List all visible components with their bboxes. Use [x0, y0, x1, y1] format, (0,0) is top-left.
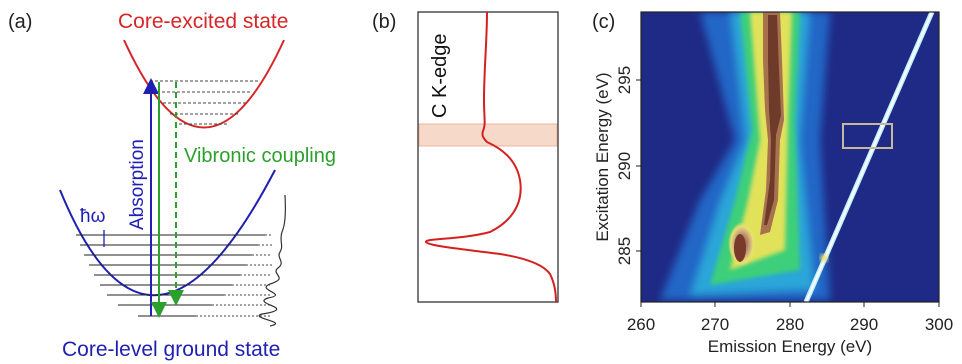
panel-c-label: (c): [592, 11, 615, 33]
vibronic-spectrum: [258, 194, 286, 327]
ground-levels: [76, 234, 265, 317]
excited-state-curve: [123, 39, 285, 129]
panel-c: (c): [592, 11, 953, 356]
ground-level-dots: [196, 234, 272, 317]
excited-state-label: Core-excited state: [118, 10, 288, 33]
excited-levels: [150, 80, 259, 125]
x-tick-290: 290: [850, 315, 878, 334]
xas-spectrum: [424, 11, 557, 303]
panel-b-band: [418, 123, 558, 147]
panel-b-label: (b): [372, 11, 396, 33]
panel-a: (a) Core-excited state: [8, 10, 336, 361]
edge-label: C K-edge: [429, 34, 451, 119]
panel-b: (b) C K-edge: [372, 11, 559, 303]
absorption-label: Absorption: [127, 139, 148, 230]
x-tick-260: 260: [627, 315, 655, 334]
y-tick-285: 285: [615, 237, 634, 265]
y-axis-label: Excitation Energy (eV): [593, 72, 612, 241]
y-tick-295: 295: [615, 66, 634, 94]
rixs-map: [641, 12, 939, 302]
ground-state-curve: [59, 169, 276, 297]
panel-a-label: (a): [8, 11, 32, 33]
x-tick-270: 270: [701, 315, 729, 334]
hbar-omega-label: ħω: [80, 206, 106, 227]
y-tick-290: 290: [615, 152, 634, 180]
vibronic-coupling-label: Vibronic coupling: [184, 145, 336, 167]
x-tick-280: 280: [776, 315, 804, 334]
x-axis-label: Emission Energy (eV): [708, 337, 872, 356]
panel-b-frame: [417, 11, 559, 303]
ground-state-label: Core-level ground state: [62, 338, 280, 361]
y-axis: [636, 79, 641, 252]
x-tick-300: 300: [925, 315, 953, 334]
highlight-box: [842, 123, 893, 149]
x-axis: [640, 302, 940, 307]
